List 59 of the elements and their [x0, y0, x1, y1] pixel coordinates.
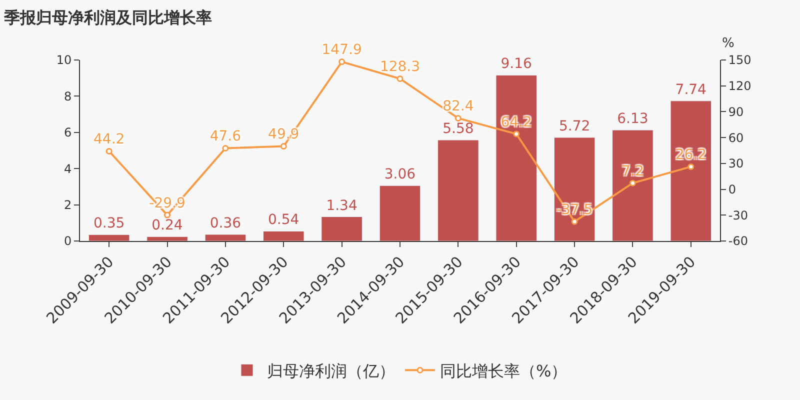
data-label: 0.24 — [152, 218, 183, 234]
y2-axis-title: % — [722, 36, 734, 51]
data-label: 5.72 — [558, 118, 590, 134]
y2-tick-label: 90 — [728, 104, 744, 119]
point — [571, 218, 578, 225]
data-label: 128.3 — [380, 59, 420, 76]
data-label: 1.34 — [326, 198, 358, 214]
legend-label: 同比增长率（%） — [440, 361, 568, 380]
bar — [321, 216, 362, 241]
y2-tick-label: 120 — [728, 79, 752, 94]
bar — [612, 130, 654, 241]
data-label: 0.54 — [268, 212, 300, 228]
y-tick-label: 6 — [64, 126, 72, 140]
bar — [88, 234, 130, 241]
data-label: 7.74 — [675, 82, 707, 98]
bar — [379, 185, 421, 241]
data-label: 0.36 — [210, 215, 242, 232]
data-label: 7.2 — [622, 163, 644, 180]
data-label: 5.58 — [442, 121, 474, 137]
point — [164, 212, 171, 218]
y-tick-label: 0 — [64, 234, 72, 248]
y-tick-label: 10 — [56, 53, 72, 68]
data-label: 3.06 — [384, 166, 416, 183]
y2-tick-label: 30 — [728, 156, 744, 171]
data-label: 26.2 — [675, 147, 706, 164]
point — [629, 180, 636, 186]
data-label: 64.2 — [500, 114, 532, 130]
data-label: 47.6 — [210, 128, 242, 145]
data-label: 82.4 — [442, 98, 474, 115]
bar — [670, 100, 712, 241]
y2-tick-label: -30 — [728, 208, 748, 222]
point — [513, 130, 520, 138]
y-tick-label: 2 — [64, 198, 72, 212]
y2-tick-label: 150 — [728, 53, 752, 68]
bar — [438, 140, 479, 241]
data-label: 44.2 — [94, 132, 125, 148]
data-label: 6.13 — [617, 111, 648, 128]
bar — [204, 234, 246, 241]
data-label: 0.35 — [94, 216, 125, 232]
chart-title: 季报归母净利润及同比增长率 — [3, 8, 212, 28]
point — [396, 75, 404, 82]
y2-tick-label: 0 — [728, 182, 736, 196]
legend-label: 归母净利润（亿） — [267, 361, 395, 380]
point — [338, 58, 346, 66]
y-tick-label: 8 — [64, 89, 72, 104]
bar — [146, 236, 188, 241]
point — [222, 145, 229, 152]
point — [454, 115, 462, 122]
y2-tick-label: -60 — [728, 234, 748, 248]
y2-tick-label: 60 — [728, 130, 744, 145]
bar — [496, 74, 537, 241]
bar — [554, 137, 596, 241]
data-label: 9.16 — [500, 56, 532, 72]
bar — [263, 230, 304, 241]
data-label: 147.9 — [322, 42, 362, 58]
point — [688, 163, 694, 170]
point — [106, 148, 112, 154]
y-tick-label: 4 — [64, 162, 72, 176]
point — [280, 143, 287, 150]
